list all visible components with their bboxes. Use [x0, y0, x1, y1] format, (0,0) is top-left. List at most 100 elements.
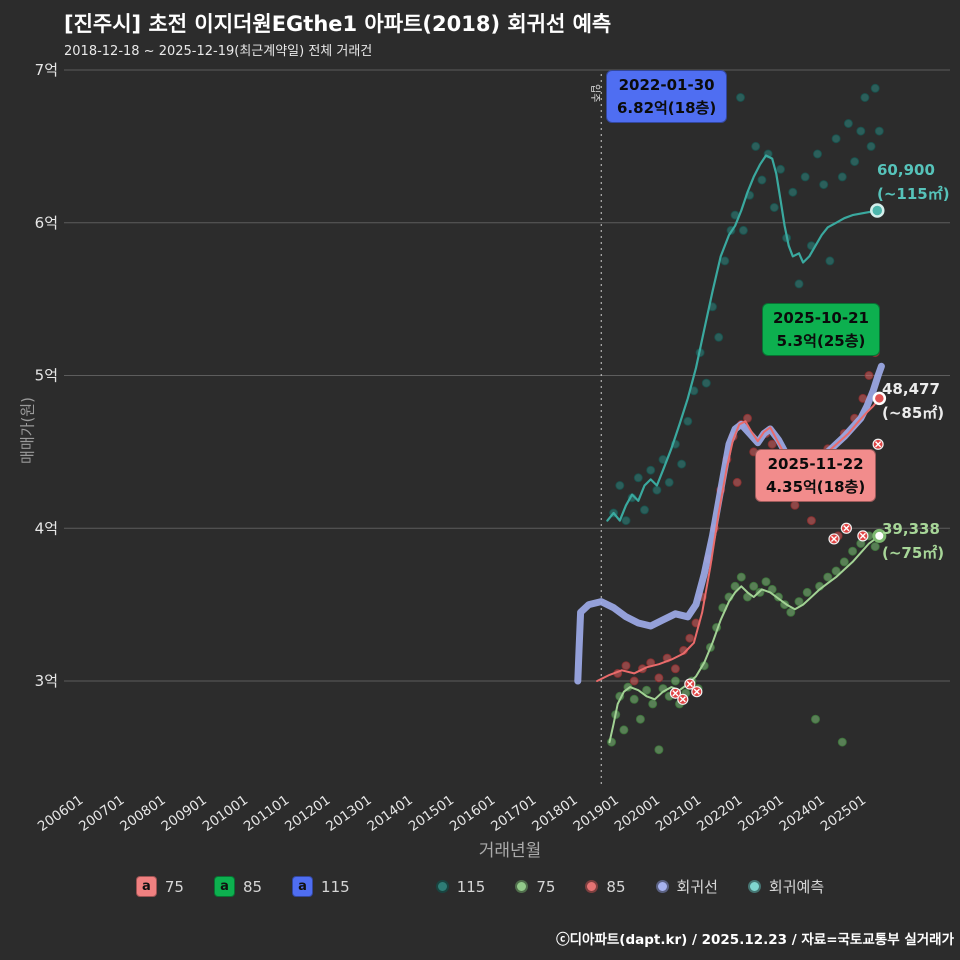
credit-text: ⓒ디아파트(dapt.kr) / 2025.12.23 / 자료=국토교통부 실… [556, 932, 954, 948]
scatter-point-115[interactable] [683, 416, 693, 426]
scatter-point-115[interactable] [866, 141, 876, 151]
end-marker-115-prediction[interactable] [870, 203, 885, 218]
scatter-point-115[interactable] [646, 465, 656, 475]
scatter-point-75[interactable] [736, 572, 746, 582]
scatter-point-75[interactable] [629, 694, 639, 704]
scatter-point-115[interactable] [757, 175, 767, 185]
legend-item-anno-85[interactable]: a 85 [213, 876, 262, 897]
end-marker-85[interactable] [872, 391, 887, 406]
scatter-point-115[interactable] [813, 149, 822, 159]
legend-item-anno-75[interactable]: a 75 [135, 876, 184, 897]
scatter-point-115[interactable] [640, 505, 649, 515]
scatter-point-115[interactable] [794, 279, 804, 289]
scatter-point-85[interactable] [670, 664, 680, 674]
scatter-point-75[interactable] [749, 581, 759, 591]
scatter-point-75[interactable] [670, 676, 680, 686]
scatter-point-75[interactable] [619, 725, 629, 735]
regression-forecast-dot-icon [747, 880, 761, 893]
scatter-point-115[interactable] [701, 378, 711, 388]
scatter-point-75[interactable] [635, 714, 645, 724]
scatter-point-115[interactable] [819, 180, 829, 190]
scatter-point-115[interactable] [769, 203, 779, 212]
scatter-point-75[interactable] [870, 542, 880, 552]
scatter-point-85[interactable] [806, 516, 816, 526]
scatter-point-115[interactable] [825, 256, 835, 266]
scatter-point-85[interactable] [732, 477, 742, 487]
legend-item-series-85[interactable]: 85 [585, 878, 626, 896]
scatter-point-75[interactable] [811, 714, 820, 724]
scatter-point-75[interactable] [642, 685, 652, 695]
scatter-point-85[interactable] [621, 661, 631, 671]
scatter-point-115[interactable] [788, 187, 798, 197]
scatter-point-75[interactable] [654, 745, 664, 755]
scatter-point-75[interactable] [837, 737, 847, 747]
scatter-point-115[interactable] [751, 141, 761, 151]
scatter-point-85[interactable] [685, 633, 695, 643]
scatter-point-115[interactable] [860, 93, 870, 102]
legend-item-anno-115[interactable]: a 115 [292, 876, 350, 897]
scatter-point-115[interactable] [831, 134, 841, 144]
scatter-point-75[interactable] [802, 587, 812, 597]
scatter-point-85[interactable] [767, 439, 777, 449]
line-85-regression [596, 397, 881, 682]
x-tick-label: 201801 [529, 792, 580, 835]
scatter-point-115[interactable] [615, 481, 625, 490]
marked-point-x-icon [672, 690, 679, 697]
x-tick-label: 201501 [406, 792, 457, 835]
marked-point-x-icon [686, 680, 693, 688]
scatter-point-75[interactable] [730, 581, 740, 591]
scatter-point-115[interactable] [874, 126, 884, 136]
legend-item-series-75[interactable]: 75 [515, 878, 555, 896]
scatter-point-75[interactable] [786, 607, 796, 617]
marked-point-x-icon [693, 688, 700, 695]
scatter-point-115[interactable] [776, 164, 785, 174]
scatter-point-115[interactable] [800, 172, 810, 182]
scatter-point-75[interactable] [848, 546, 858, 556]
y-tick-label: 6억 [35, 214, 58, 232]
scatter-point-115[interactable] [720, 256, 730, 266]
scatter-point-75[interactable] [823, 572, 833, 582]
page-subtitle: 2018-12-18 ~ 2025-12-19(최근계약일) 전체 거래건 [64, 44, 373, 59]
scatter-point-115[interactable] [843, 119, 853, 128]
end-label-115: 60,900 (~115㎡) [877, 158, 950, 206]
scatter-point-115[interactable] [677, 459, 687, 469]
scatter-point-115[interactable] [621, 516, 631, 526]
legend-label: 115 [321, 877, 350, 896]
x-tick-label: 201601 [447, 792, 498, 835]
end-label-value: 48,477 [882, 380, 940, 398]
scatter-point-85[interactable] [743, 413, 752, 423]
scatter-point-115[interactable] [664, 477, 674, 487]
scatter-point-75[interactable] [648, 699, 658, 709]
regression-line-dot-icon [655, 880, 669, 893]
scatter-point-115[interactable] [714, 332, 724, 342]
scatter-point-75[interactable] [794, 597, 804, 607]
annotation-chip-red: a [135, 876, 157, 897]
legend-label: 75 [164, 877, 184, 896]
y-tick-label: 7억 [35, 61, 58, 79]
scatter-point-75[interactable] [761, 577, 771, 587]
scatter-point-85[interactable] [629, 676, 639, 686]
scatter-point-115[interactable] [738, 225, 748, 235]
legend-item-series-115[interactable]: 115 [435, 878, 485, 896]
x-tick-label: 201701 [488, 792, 539, 835]
legend-item-regression-forecast[interactable]: 회귀예측 [747, 876, 824, 897]
scatter-point-85[interactable] [790, 500, 800, 510]
scatter-point-115[interactable] [856, 126, 866, 136]
scatter-point-115[interactable] [870, 83, 880, 93]
x-tick-label: 202101 [653, 792, 704, 835]
scatter-point-115[interactable] [736, 93, 745, 102]
scatter-point-75[interactable] [839, 557, 849, 567]
scatter-point-115[interactable] [633, 473, 643, 483]
scatter-point-85[interactable] [864, 371, 874, 380]
legend-item-regression-line[interactable]: 회귀선 [655, 876, 718, 897]
end-label-75: 39,338 (~75㎡) [882, 517, 944, 565]
scatter-point-115[interactable] [652, 485, 662, 495]
x-tick-label: 202501 [818, 792, 869, 835]
scatter-point-75[interactable] [831, 566, 841, 576]
end-marker-75[interactable] [872, 528, 887, 543]
scatter-point-85[interactable] [654, 673, 664, 683]
scatter-point-115[interactable] [837, 172, 847, 182]
scatter-point-115[interactable] [850, 157, 860, 167]
annotation-date: 2025-10-21 [773, 309, 869, 327]
